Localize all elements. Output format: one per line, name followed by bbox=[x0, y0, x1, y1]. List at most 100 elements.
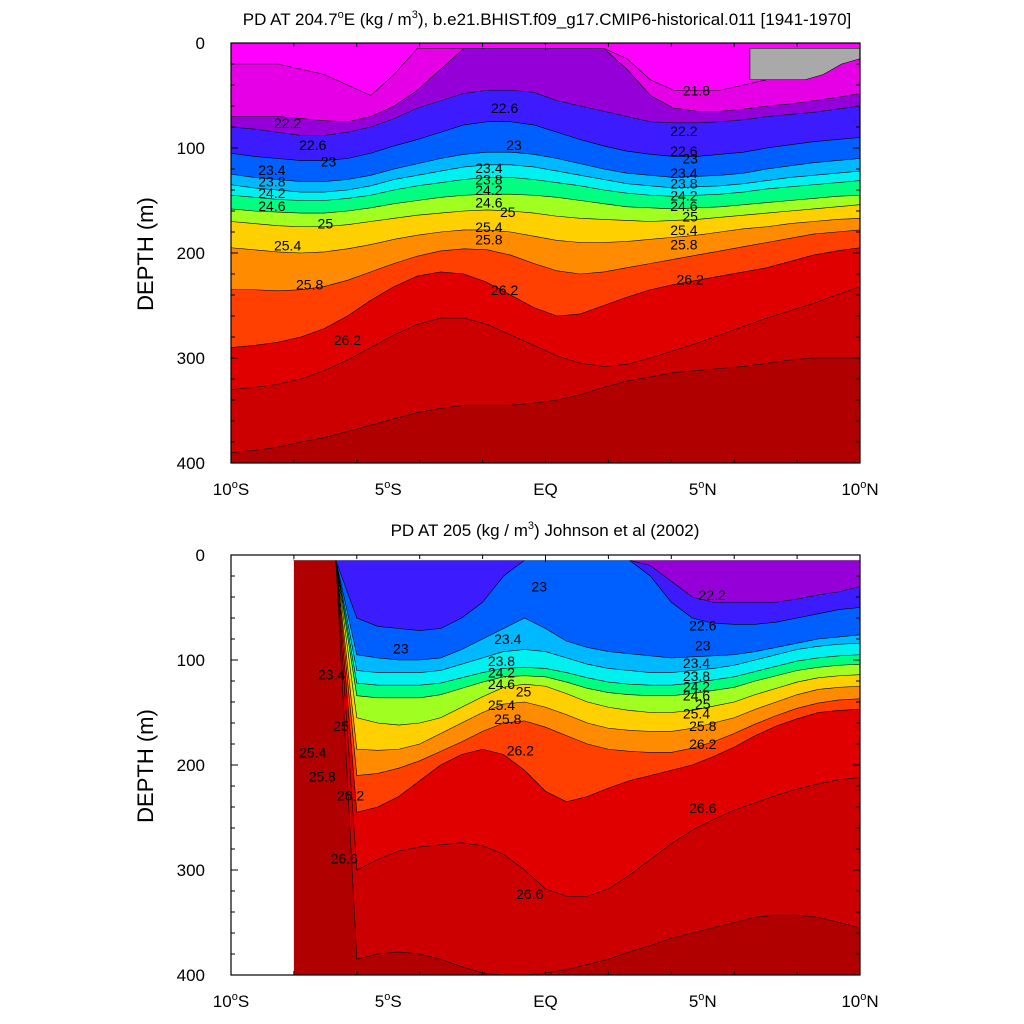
contour-label: 23.8 bbox=[475, 172, 502, 188]
y-tick-label: 0 bbox=[196, 34, 205, 53]
contour-label: 25 bbox=[516, 684, 532, 700]
isoline bbox=[293, 559, 860, 813]
isoline bbox=[231, 89, 860, 136]
contour-label: 22.2 bbox=[670, 123, 697, 139]
contour-label: 23.4 bbox=[670, 165, 697, 181]
x-tick-label: 5oS bbox=[375, 991, 402, 1011]
contour-label: 25.8 bbox=[475, 231, 502, 247]
isoline bbox=[231, 229, 860, 292]
x-tick-label: 5oN bbox=[689, 991, 717, 1011]
contour-label: 25.8 bbox=[309, 769, 336, 785]
contour-label: 25.4 bbox=[299, 744, 326, 760]
y-tick-label: 300 bbox=[177, 349, 205, 368]
x-tick-label: 5oS bbox=[375, 479, 402, 499]
panel-bottom: PD AT 205 (kg / m3) Johnson et al (2002)… bbox=[133, 520, 879, 1011]
contour-label: 26.6 bbox=[689, 800, 716, 816]
contour-label: 26.2 bbox=[507, 742, 534, 758]
isoline bbox=[231, 286, 860, 390]
contour-label: 24.6 bbox=[258, 198, 285, 214]
isoline bbox=[293, 559, 860, 673]
x-tick-label: EQ bbox=[533, 992, 558, 1011]
contour-label: 24.2 bbox=[475, 182, 502, 198]
contour-label: 26.6 bbox=[516, 886, 543, 902]
band-fill bbox=[231, 43, 860, 96]
contour-label: 25 bbox=[333, 718, 349, 734]
contour-label: 23.8 bbox=[258, 174, 285, 190]
x-tick-label: EQ bbox=[533, 480, 558, 499]
isoline bbox=[293, 559, 860, 726]
x-tick-label: 10oS bbox=[213, 479, 249, 499]
isoline bbox=[293, 559, 860, 975]
panel-title: PD AT 205 (kg / m3) Johnson et al (2002) bbox=[391, 520, 700, 540]
contour-label: 22.6 bbox=[689, 617, 716, 633]
contour-label: 23.4 bbox=[475, 160, 502, 176]
contour-label: 24.6 bbox=[488, 676, 515, 692]
contour-label: 22.6 bbox=[299, 137, 326, 153]
isoline bbox=[293, 559, 860, 751]
contour-label: 23.4 bbox=[318, 667, 345, 683]
contour-label: 24.2 bbox=[488, 665, 515, 681]
y-tick-label: 100 bbox=[177, 139, 205, 158]
contour-label: 25 bbox=[682, 208, 698, 224]
contour-label: 26.2 bbox=[677, 271, 704, 287]
x-tick-label: 10oN bbox=[841, 991, 878, 1011]
x-tick-label: 5oN bbox=[689, 479, 717, 499]
contour-label: 24.6 bbox=[683, 688, 710, 704]
contour-label: 25 bbox=[318, 216, 334, 232]
x-tick-label: 10oS bbox=[213, 991, 249, 1011]
isoline bbox=[293, 559, 860, 897]
isoline bbox=[293, 559, 860, 686]
contour-label: 24.6 bbox=[475, 195, 502, 211]
isoline bbox=[293, 559, 860, 661]
contour-label: 25.8 bbox=[670, 237, 697, 253]
contour-label: 23.4 bbox=[258, 162, 285, 178]
isoline bbox=[231, 164, 860, 193]
isoline bbox=[231, 151, 860, 182]
contour-label: 25.8 bbox=[494, 711, 521, 727]
contour-label: 23.8 bbox=[683, 668, 710, 684]
isoline bbox=[231, 193, 860, 214]
contour-label: 22.2 bbox=[274, 115, 301, 131]
contour-label: 23 bbox=[393, 640, 409, 656]
contour-label: 25.8 bbox=[689, 718, 716, 734]
contour-fills bbox=[293, 555, 860, 975]
isoline bbox=[231, 177, 860, 201]
y-axis-title: DEPTH (m) bbox=[133, 197, 158, 311]
panel-top: PD AT 204.7oE (kg / m3), b.e21.BHIST.f09… bbox=[133, 9, 879, 499]
band-fill bbox=[293, 555, 860, 603]
contour-label: 24.2 bbox=[670, 187, 697, 203]
isoline bbox=[293, 559, 860, 699]
isoline bbox=[231, 357, 860, 453]
y-tick-label: 0 bbox=[196, 546, 205, 565]
y-tick-label: 400 bbox=[177, 454, 205, 473]
contour-label: 23.8 bbox=[488, 653, 515, 669]
plot-area: 21.822.222.622.6232323.423.824.224.62525… bbox=[177, 34, 879, 499]
contour-label: 23.4 bbox=[683, 655, 710, 671]
y-tick-label: 100 bbox=[177, 651, 205, 670]
no-data-strip bbox=[293, 555, 860, 561]
contour-label: 25 bbox=[695, 696, 711, 712]
contour-label: 23 bbox=[695, 637, 711, 653]
isoline bbox=[293, 559, 860, 776]
contour-label: 25.4 bbox=[670, 222, 697, 238]
y-axis-title: DEPTH (m) bbox=[133, 709, 158, 823]
y-tick-label: 400 bbox=[177, 966, 205, 985]
contour-label: 23 bbox=[531, 579, 547, 595]
isoline bbox=[231, 204, 860, 228]
contour-label: 26.2 bbox=[491, 282, 518, 298]
x-tick-label: 10oN bbox=[841, 479, 878, 499]
contour-label: 25.8 bbox=[296, 277, 323, 293]
contour-label: 26.2 bbox=[689, 736, 716, 752]
contour-label: 26.2 bbox=[337, 787, 364, 803]
contour-label: 23.4 bbox=[494, 631, 521, 647]
panel-title: PD AT 204.7oE (kg / m3), b.e21.BHIST.f09… bbox=[243, 9, 852, 29]
contour-label: 24.2 bbox=[258, 185, 285, 201]
contour-label: 26.6 bbox=[331, 850, 358, 866]
isoline bbox=[231, 218, 860, 254]
contour-label: 25.4 bbox=[683, 706, 710, 722]
contour-fills bbox=[231, 43, 860, 463]
missing-data-region bbox=[749, 47, 860, 81]
y-tick-label: 200 bbox=[177, 756, 205, 775]
